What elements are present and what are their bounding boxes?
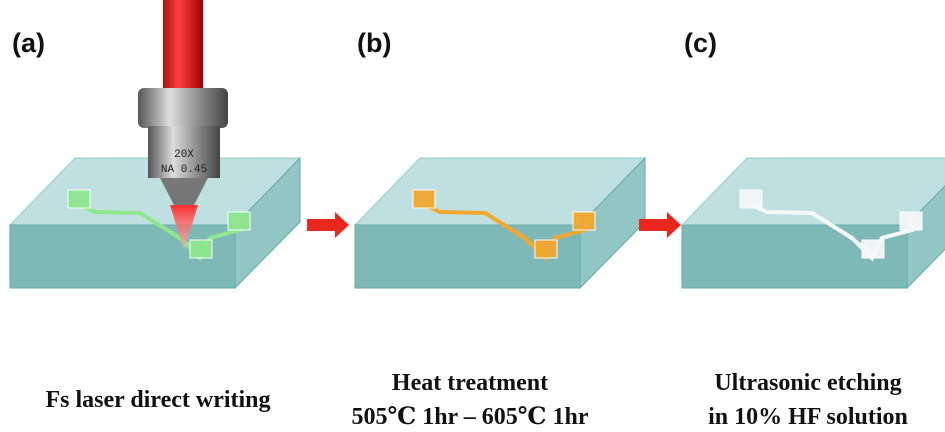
lens-magnification: 20X	[174, 149, 194, 161]
caption: Ultrasonic etching	[714, 370, 901, 396]
reservoir	[900, 212, 922, 230]
caption: 505℃ 1hr – 605℃ 1hr	[351, 404, 588, 430]
glass-block	[682, 158, 945, 288]
lens-aperture: NA 0.45	[161, 164, 207, 176]
reservoir	[740, 190, 762, 208]
panel-label: (c)	[684, 28, 717, 58]
reservoir	[573, 212, 595, 230]
figure: 20X NA 0.45 (a) Fs laser direct writing (b…	[0, 0, 945, 432]
reservoir	[862, 240, 884, 258]
reservoir	[535, 240, 557, 258]
caption: Heat treatment	[392, 370, 548, 396]
reservoir	[413, 190, 435, 208]
reservoir	[68, 190, 90, 208]
caption: Fs laser direct writing	[45, 387, 270, 413]
panel-label: (b)	[357, 28, 391, 58]
caption: in 10% HF solution	[708, 404, 908, 430]
glass-block	[355, 158, 645, 288]
reservoir	[228, 212, 250, 230]
panel-label: (a)	[12, 28, 45, 58]
reservoir	[190, 240, 212, 258]
arrow	[307, 212, 349, 238]
